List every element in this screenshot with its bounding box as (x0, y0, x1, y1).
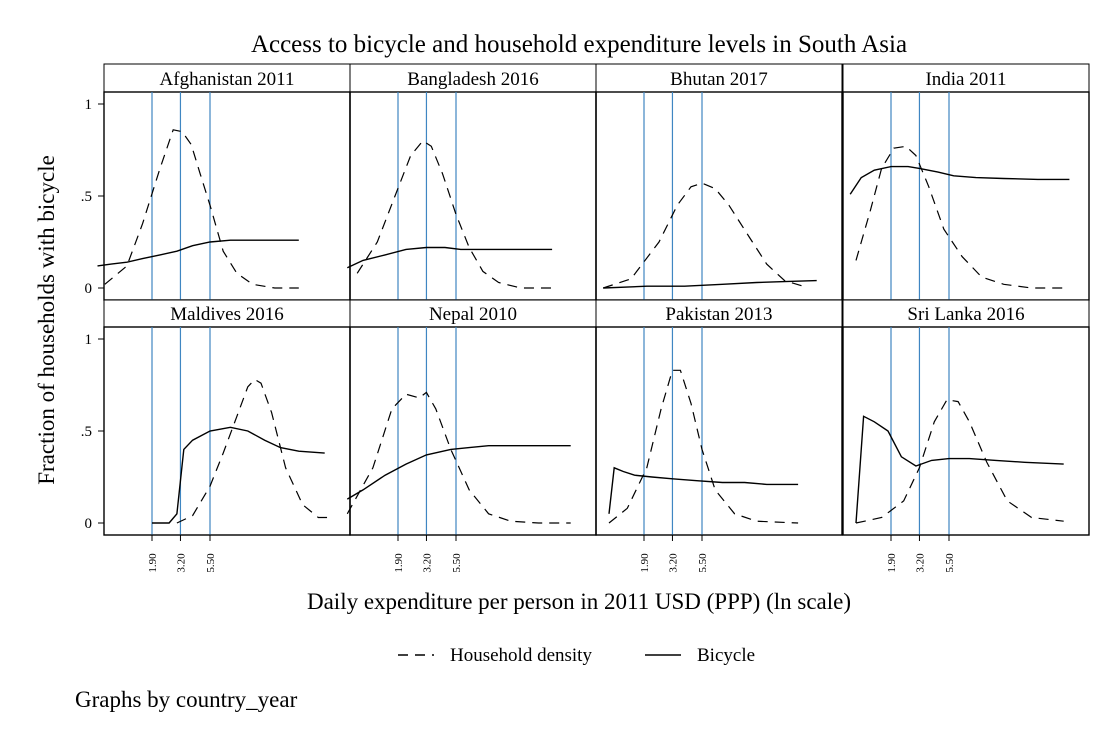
panel-plot-frame (842, 91, 1090, 301)
legend-label-density: Household density (450, 645, 592, 666)
panel-bangladesh-2016: Bangladesh 2016 (347, 63, 597, 301)
series-bicycle (603, 279, 817, 289)
y-tick-label: .5 (81, 189, 92, 205)
panel-title: Pakistan 2013 (665, 304, 772, 325)
graph-note: Graphs by country_year (75, 687, 298, 712)
panel-title: Nepal 2010 (429, 304, 517, 325)
y-tick-label: .5 (81, 424, 92, 440)
panel-nepal-2010: Nepal 2010 1.90 3.20 5.50 (346, 299, 597, 573)
series-bicycle (152, 426, 325, 524)
panel-header-box (103, 63, 351, 93)
panel-plot-frame (595, 91, 843, 301)
panel-plot-frame (595, 326, 843, 536)
series-household-density (104, 129, 299, 289)
series-household-density (855, 145, 1064, 289)
panel-header-box (842, 63, 1090, 93)
x-tick-label: 5.50 (944, 553, 956, 573)
panel-bhutan-2017: Bhutan 2017 (595, 63, 843, 301)
x-tick-label: 5.50 (451, 553, 463, 573)
x-tick-label: 1.90 (147, 553, 159, 573)
panel-header-box (595, 299, 843, 328)
series-household-density (855, 399, 1064, 524)
panel-title: India 2011 (925, 69, 1006, 90)
panel-plot-frame (349, 326, 597, 536)
panel-title: Bhutan 2017 (670, 69, 768, 90)
series-household-density (346, 391, 571, 524)
panel-afghanistan-2011: Afghanistan 2011 0 .5 1 (81, 63, 351, 301)
panel-plot-frame (842, 326, 1090, 536)
panel-india-2011: India 2011 (842, 63, 1090, 301)
panel-header-box (349, 299, 597, 328)
x-tick-label: 5.50 (205, 553, 217, 573)
y-tick-label: 1 (85, 332, 93, 348)
panel-plot-frame (103, 326, 351, 536)
panel-sri-lanka-2016: Sri Lanka 2016 1.90 3.20 5.50 (842, 299, 1090, 573)
panel-title: Sri Lanka 2016 (907, 304, 1024, 325)
x-axis-title: Daily expenditure per person in 2011 USD… (307, 589, 851, 614)
x-tick-label: 5.50 (697, 553, 709, 573)
panels-layer: Afghanistan 2011 0 .5 1 Bangladesh 2016 Bhuta… (81, 63, 1090, 573)
series-bicycle (97, 239, 299, 267)
y-axis-title: Fraction of households with bicycle (34, 155, 59, 485)
series-bicycle (608, 466, 799, 514)
series-bicycle (347, 246, 553, 269)
series-bicycle (346, 445, 571, 500)
panel-title: Afghanistan 2011 (160, 69, 295, 90)
x-tick-label: 3.20 (914, 553, 926, 573)
chart-title: Access to bicycle and household expendit… (251, 31, 907, 58)
series-household-density (356, 140, 553, 289)
y-tick-label: 0 (85, 281, 93, 297)
panel-title: Maldives 2016 (170, 304, 283, 325)
panel-plot-frame (103, 91, 351, 301)
panel-title: Bangladesh 2016 (407, 69, 538, 90)
panel-plot-frame (349, 91, 597, 301)
panel-maldives-2016: Maldives 2016 0 .5 1 1.90 3.20 5.50 (81, 299, 351, 573)
x-tick-label: 1.90 (639, 553, 651, 573)
x-tick-label: 3.20 (421, 553, 433, 573)
x-tick-label: 3.20 (667, 553, 679, 573)
series-household-density (608, 369, 799, 524)
y-tick-label: 0 (85, 516, 93, 532)
y-tick-label: 1 (85, 97, 93, 113)
x-tick-label: 1.90 (393, 553, 405, 573)
series-bicycle (849, 165, 1070, 195)
legend-label-bicycle: Bicycle (697, 645, 755, 666)
x-tick-label: 3.20 (175, 553, 187, 573)
series-household-density (176, 378, 329, 524)
panel-pakistan-2013: Pakistan 2013 1.90 3.20 5.50 (595, 299, 843, 573)
series-household-density (603, 182, 804, 289)
x-tick-label: 1.90 (886, 553, 898, 573)
series-bicycle (855, 415, 1064, 524)
legend: Household density Bicycle (398, 645, 755, 666)
